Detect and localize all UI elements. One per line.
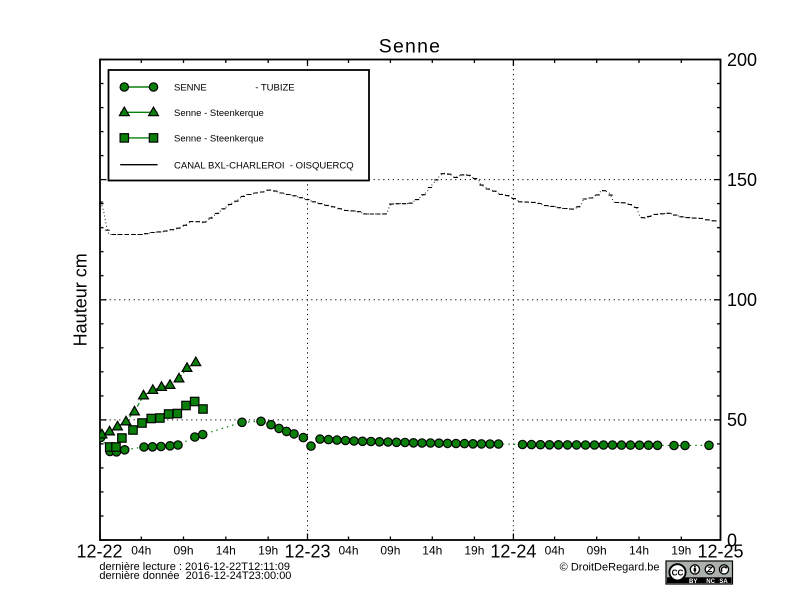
svg-text:19h: 19h [671,544,691,558]
svg-text:Senne - Steenkerque: Senne - Steenkerque [174,134,264,145]
svg-text:Senne: Senne [379,36,441,58]
svg-text:Hauteur cm: Hauteur cm [71,253,91,346]
svg-text:100: 100 [727,290,757,310]
svg-text:09h: 09h [587,544,607,558]
svg-text:04h: 04h [131,544,151,558]
svg-text:12-25: 12-25 [697,542,743,562]
svg-text:0: 0 [727,530,737,550]
svg-text:SENNE: SENNE [174,83,207,94]
svg-text:CC: CC [672,568,684,577]
svg-text:12-22: 12-22 [76,542,122,562]
svg-text:- TUBIZE: - TUBIZE [255,83,294,94]
svg-text:09h: 09h [380,544,400,558]
svg-text:12-23: 12-23 [284,542,330,562]
svg-text:50: 50 [727,410,747,430]
svg-text:Senne - Steenkerque: Senne - Steenkerque [174,108,264,119]
svg-text:14h: 14h [422,544,442,558]
svg-text:dernière lecture : 2016-12-22T: dernière lecture : 2016-12-22T12:11:09 [99,561,290,573]
svg-text:19h: 19h [464,544,484,558]
svg-text:12-24: 12-24 [490,542,536,562]
svg-text:200: 200 [727,50,757,70]
svg-text:CANAL BXL-CHARLEROI - OISQUER: CANAL BXL-CHARLEROI - OISQUERCQ [174,160,354,171]
svg-text:14h: 14h [216,544,236,558]
svg-text:04h: 04h [338,544,358,558]
svg-text:dernière donnée 2016-12-24T23: dernière donnée 2016-12-24T23:00:00 [99,570,291,582]
svg-text:19h: 19h [258,544,278,558]
svg-text:150: 150 [727,170,757,190]
svg-text:04h: 04h [545,544,565,558]
svg-text:NC: NC [706,579,715,585]
svg-text:BY: BY [689,579,697,585]
svg-text:SA: SA [719,579,728,585]
svg-text:09h: 09h [173,544,193,558]
svg-text:14h: 14h [629,544,649,558]
svg-text:© DroitDeRegard.be: © DroitDeRegard.be [560,562,660,574]
